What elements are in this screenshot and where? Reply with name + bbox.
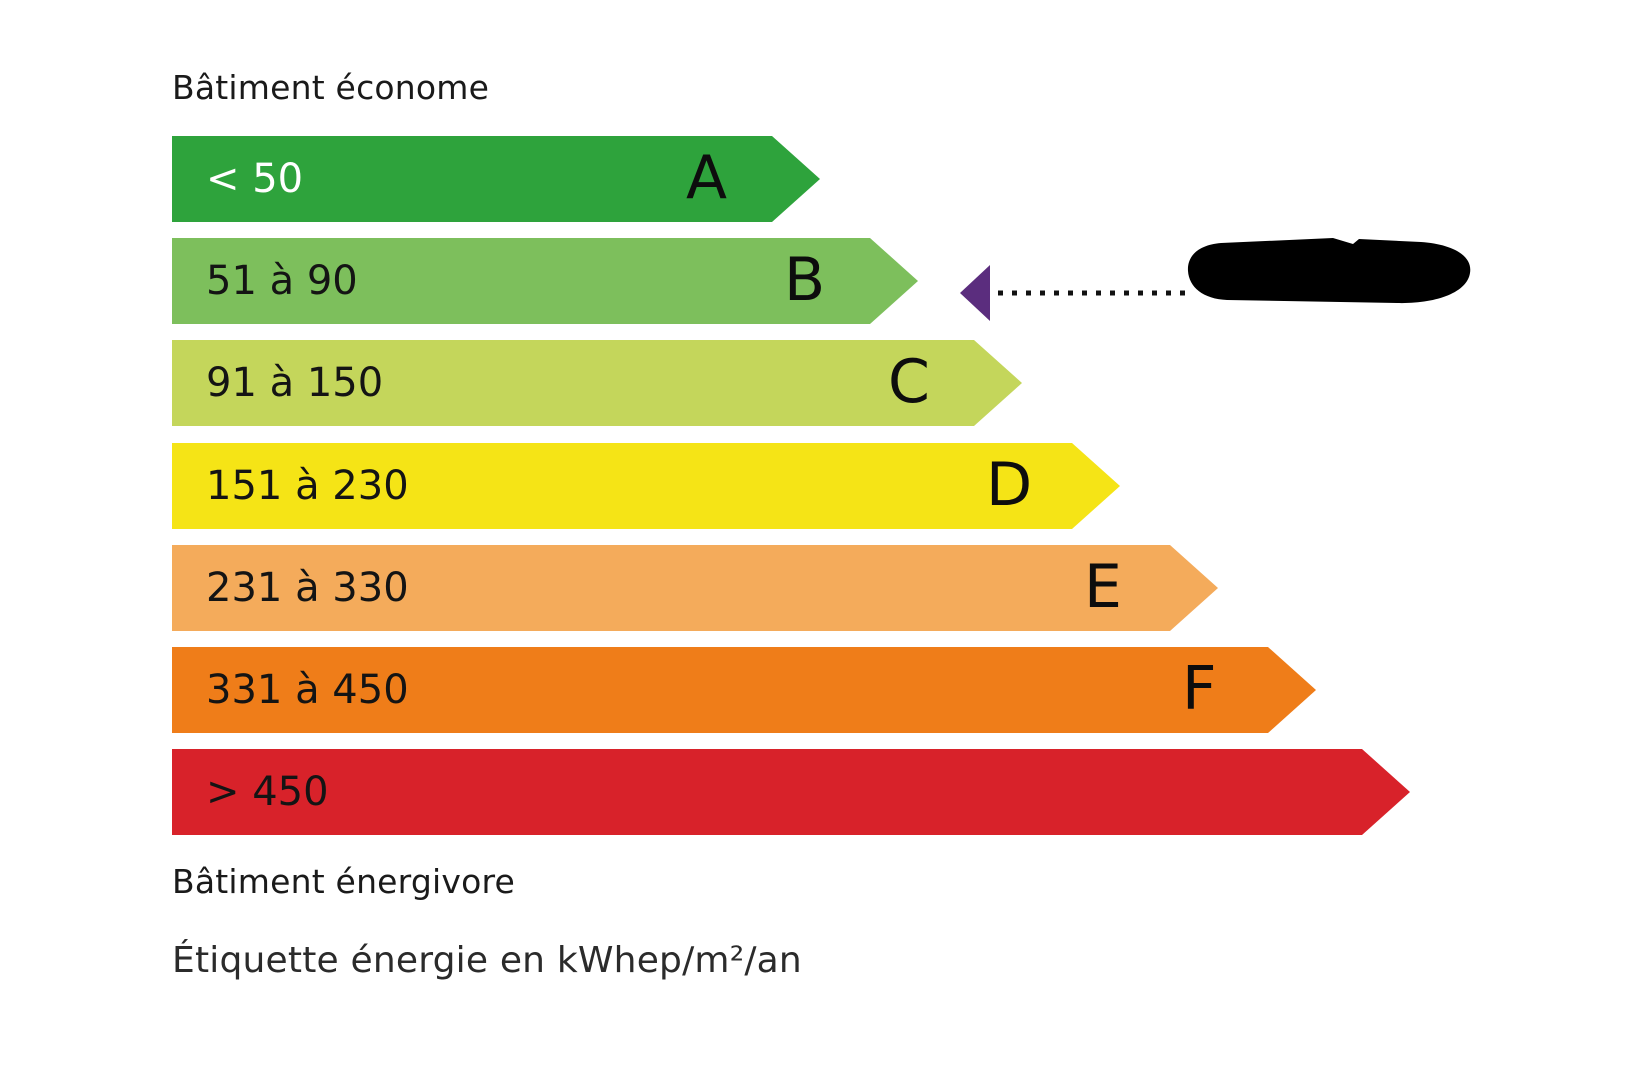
redaction-fill-core <box>1213 247 1449 295</box>
energy-class-bar-f: 331 à 450 F <box>172 647 1316 733</box>
caption-energy-unit: Étiquette énergie en kWhep/m²/an <box>172 940 802 981</box>
bar-shape-a <box>172 136 820 222</box>
bar-shape-g <box>172 749 1410 835</box>
caption-economical-building: Bâtiment économe <box>172 68 490 107</box>
caption-energy-consuming-building: Bâtiment énergivore <box>172 862 516 901</box>
energy-class-bar-d: 151 à 230 D <box>172 443 1120 529</box>
class-pointer-marker <box>920 247 1480 339</box>
energy-class-bar-a: < 50 A <box>172 136 820 222</box>
energy-class-bar-e: 231 à 330 E <box>172 545 1218 631</box>
energy-class-bar-b: 51 à 90 B <box>172 238 918 324</box>
bar-shape-c <box>172 340 1022 426</box>
bar-shape-e <box>172 545 1218 631</box>
bar-shape-d <box>172 443 1120 529</box>
redaction-blob <box>1183 233 1475 307</box>
energy-class-bar-g: > 450 <box>172 749 1410 835</box>
energy-class-bar-c: 91 à 150 C <box>172 340 1022 426</box>
bar-shape-b <box>172 238 918 324</box>
bar-shape-f <box>172 647 1316 733</box>
pointer-triangle-icon <box>960 265 990 321</box>
